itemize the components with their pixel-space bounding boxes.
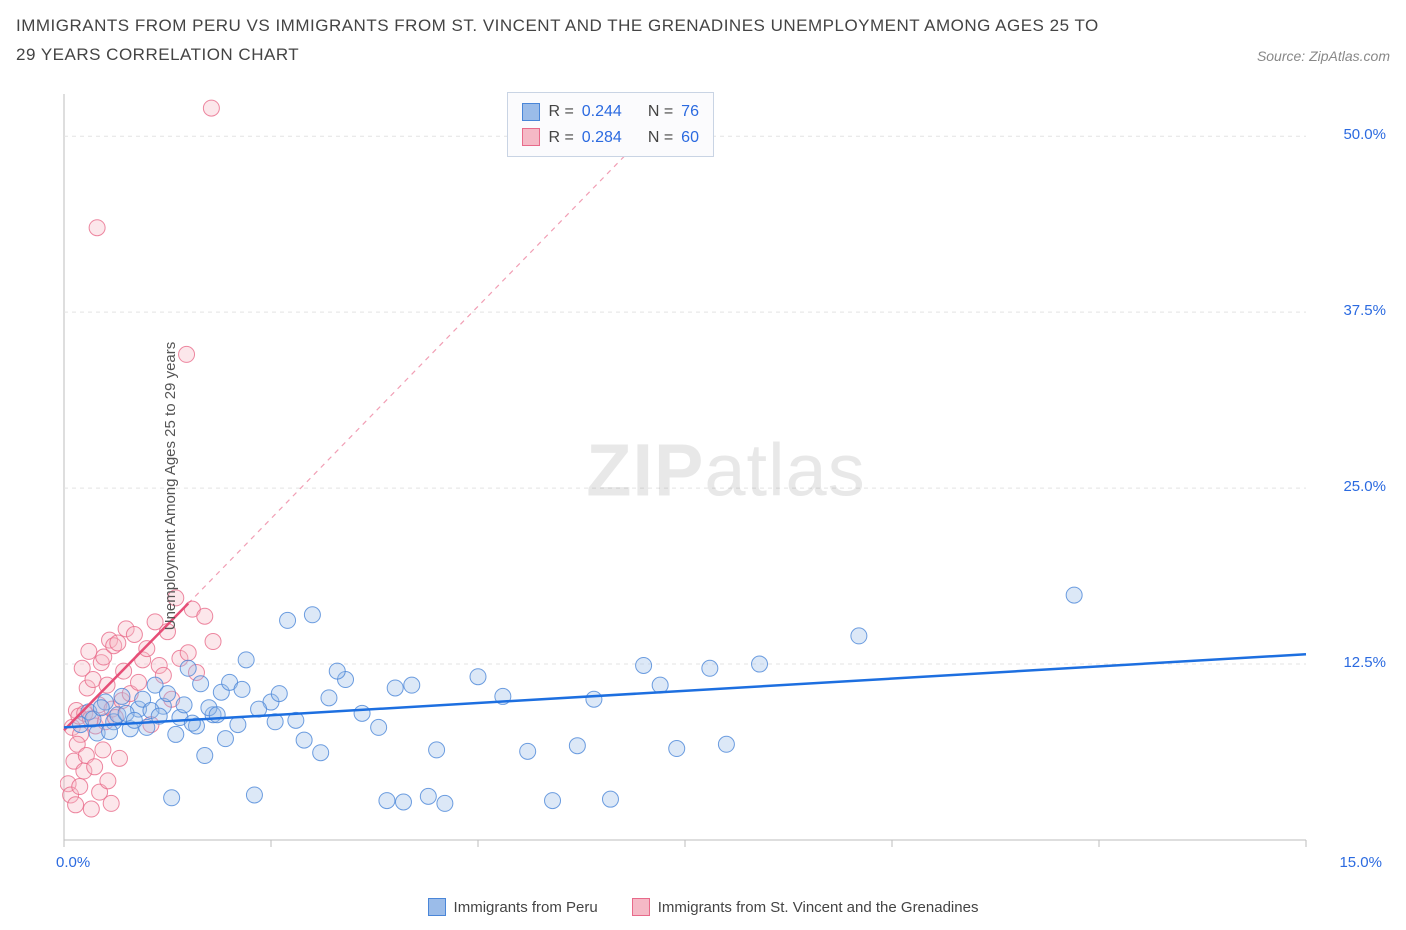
chart-header: IMMIGRANTS FROM PERU VS IMMIGRANTS FROM …: [16, 12, 1390, 70]
stat-n-label-2: N =: [648, 125, 673, 151]
y-tick-label: 37.5%: [1343, 302, 1386, 319]
legend-label-2: Immigrants from St. Vincent and the Gren…: [658, 899, 979, 916]
y-tick-label: 25.0%: [1343, 478, 1386, 495]
swatch-series-2: [522, 128, 540, 146]
stats-box: R = 0.244 N = 76 R = 0.284 N = 60: [507, 92, 714, 157]
stats-row-1: R = 0.244 N = 76: [522, 99, 699, 125]
stat-n-value-2: 60: [681, 125, 699, 151]
legend-label-1: Immigrants from Peru: [454, 899, 598, 916]
x-tick-label-left: 0.0%: [56, 854, 90, 871]
legend: Immigrants from Peru Immigrants from St.…: [0, 898, 1406, 916]
x-tick-label-right: 15.0%: [1339, 854, 1382, 871]
legend-swatch-1: [428, 898, 446, 916]
scatter-plot: [60, 90, 1376, 870]
legend-swatch-2: [632, 898, 650, 916]
y-axis-label: Unemployment Among Ages 25 to 29 years: [162, 342, 179, 631]
stat-r-value-1: 0.244: [582, 99, 622, 125]
stat-r-value-2: 0.284: [582, 125, 622, 151]
source-attribution: Source: ZipAtlas.com: [1257, 48, 1390, 64]
stat-n-value-1: 76: [681, 99, 699, 125]
legend-item-1: Immigrants from Peru: [428, 898, 598, 916]
swatch-series-1: [522, 103, 540, 121]
chart-title: IMMIGRANTS FROM PERU VS IMMIGRANTS FROM …: [16, 12, 1116, 70]
stat-r-label: R =: [548, 99, 573, 125]
y-tick-label: 12.5%: [1343, 654, 1386, 671]
chart-area: Unemployment Among Ages 25 to 29 years Z…: [60, 90, 1392, 882]
legend-item-2: Immigrants from St. Vincent and the Gren…: [632, 898, 979, 916]
stat-r-label-2: R =: [548, 125, 573, 151]
stats-row-2: R = 0.284 N = 60: [522, 125, 699, 151]
stat-n-label: N =: [648, 99, 673, 125]
y-tick-label: 50.0%: [1343, 126, 1386, 143]
